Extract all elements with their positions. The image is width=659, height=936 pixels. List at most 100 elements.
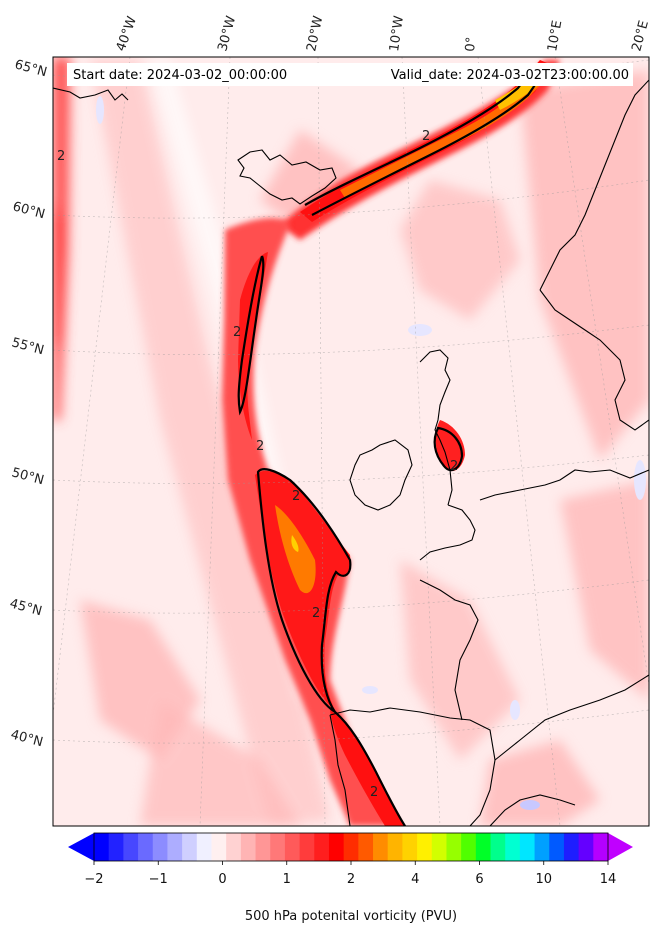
map-frame [52, 56, 650, 827]
latitude-labels: 65°N 60°N 55°N 50°N 45°N 40°N [8, 57, 49, 750]
colorbar-segment [284, 833, 301, 861]
lon-label: 30°W [215, 14, 239, 53]
start-date-label: Start date: 2024-03-02_00:00:00 [73, 68, 287, 83]
colorbar-segment [358, 833, 374, 861]
graticule [53, 57, 649, 826]
pv-contours-2pvu [237, 65, 545, 826]
coast-greenland [53, 87, 129, 101]
lon-label: 0° [463, 36, 479, 52]
pv-trough-band [222, 218, 465, 826]
coast-mediterranean [494, 674, 649, 761]
coastlines [53, 79, 649, 826]
lon-label: 20°E [629, 19, 652, 53]
contour-north-jet [304, 65, 545, 216]
colorbar-under-arrow [68, 833, 94, 861]
colorbar-segment [417, 833, 433, 861]
coast-scotland [419, 349, 453, 506]
colorbar-title: 500 hPa potenital vorticity (PVU) [245, 909, 457, 924]
lat-label: 50°N [10, 465, 46, 488]
coast-iceland [237, 149, 337, 205]
colorbar-segment [94, 833, 110, 861]
lon-label: 10°E [545, 19, 565, 52]
colorbar-tick-label: 6 [475, 872, 483, 887]
colorbar-segment [431, 833, 447, 861]
contour-label: 2 [292, 489, 300, 504]
contour-label: 2 [256, 439, 264, 454]
colorbar-tick-label: 1 [283, 872, 291, 887]
colorbar-segment [196, 833, 212, 861]
coast-iberia-west [329, 714, 351, 826]
longitude-labels: 40°W 30°W 20°W 10°W 0° 10°E 20°E [114, 14, 652, 53]
colorbar-tick-label: 14 [600, 872, 617, 887]
colorbar-segment [475, 833, 492, 861]
coast-norway [539, 79, 649, 291]
colorbar-segment [211, 833, 227, 861]
colorbar-tick-label: −2 [84, 872, 103, 887]
coast-ireland [349, 439, 413, 511]
lon-label: 10°W [387, 15, 407, 53]
lat-label: 40°N [9, 727, 45, 750]
colorbar-segment [240, 833, 257, 861]
coast-england [419, 504, 476, 561]
lat-label: 55°N [10, 335, 46, 358]
colorbar-ticks: −2 −1 0 1 2 4 6 10 14 [84, 861, 616, 887]
contour-west-upper [237, 255, 265, 416]
colorbar-segment [226, 833, 242, 861]
contour-label: 2 [57, 149, 65, 164]
colorbar-segment [505, 833, 521, 861]
contour-label: 2 [450, 459, 458, 474]
contour-label: 2 [370, 785, 378, 800]
colorbar-segment [138, 833, 154, 861]
colorbar-segment [490, 833, 506, 861]
colorbar-segment [593, 833, 609, 861]
lat-label: 45°N [8, 596, 44, 619]
colorbar-tick-label: −1 [149, 872, 168, 887]
contour-iberia [334, 711, 406, 826]
lat-label: 65°N [13, 57, 49, 80]
colorbar: −2 −1 0 1 2 4 6 10 14 500 hPa potenital vorticit… [68, 832, 633, 924]
colorbar-segment [563, 833, 580, 861]
coast-iberia [329, 707, 496, 826]
coast-scandinavia [539, 289, 649, 431]
colorbar-segments [94, 833, 609, 861]
colorbar-segment [461, 833, 477, 861]
coast-africa [489, 794, 576, 826]
contour-west-lower [256, 468, 352, 713]
contour-north-sea [433, 426, 464, 472]
colorbar-segment [534, 833, 550, 861]
lon-label: 40°W [114, 14, 140, 53]
lon-label: 20°W [304, 14, 326, 52]
colorbar-segment [255, 833, 271, 861]
colorbar-tick-label: 4 [411, 872, 419, 887]
colorbar-segment [328, 833, 345, 861]
colorbar-segment [387, 833, 403, 861]
header-background [67, 63, 633, 86]
colorbar-tick-label: 2 [347, 872, 355, 887]
colorbar-segment [182, 833, 198, 861]
colorbar-segment [123, 833, 139, 861]
map-panel: 2 2 2 2 2 2 2 2 Start date: 2024-03-02_0… [53, 57, 649, 826]
contour-label: 2 [233, 325, 241, 340]
colorbar-segment [578, 833, 594, 861]
colorbar-segment [446, 833, 462, 861]
colorbar-segment [108, 833, 124, 861]
colorbar-segment [373, 833, 389, 861]
contour-label: 2 [422, 129, 430, 144]
lat-label: 60°N [11, 199, 47, 222]
colorbar-over-arrow [608, 833, 633, 861]
colorbar-segment [519, 833, 536, 861]
colorbar-segment [167, 833, 183, 861]
colorbar-segment [314, 833, 330, 861]
colorbar-segment [152, 833, 168, 861]
contour-labels: 2 2 2 2 2 2 2 2 [57, 129, 458, 800]
colorbar-tick-label: 0 [218, 872, 226, 887]
colorbar-segment [402, 833, 418, 861]
coast-north-sea [479, 469, 649, 501]
valid-date-label: Valid_date: 2024-03-02T23:00:00.00 [391, 68, 629, 83]
contour-label: 2 [312, 606, 320, 621]
coast-france [419, 579, 479, 721]
colorbar-segment [270, 833, 286, 861]
pv-negative-patches [96, 96, 646, 810]
colorbar-segment [299, 833, 315, 861]
